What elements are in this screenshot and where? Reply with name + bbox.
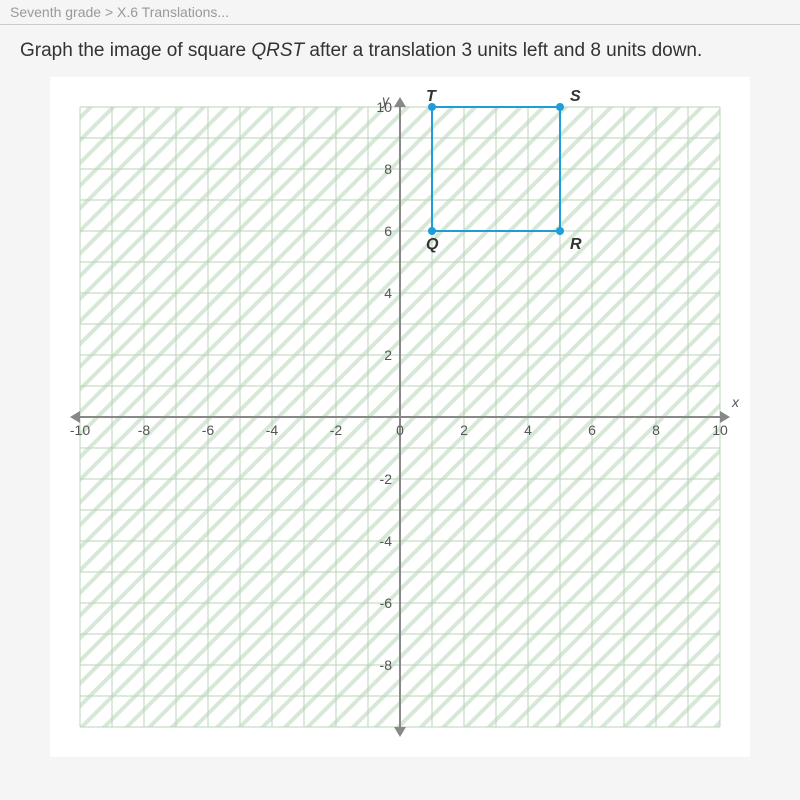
- svg-text:8: 8: [652, 422, 660, 438]
- question-shape: QRST: [251, 40, 304, 61]
- svg-text:2: 2: [460, 422, 468, 438]
- svg-text:2: 2: [384, 347, 392, 363]
- coordinate-grid[interactable]: xy-10-8-6-4-20246810-8-6-4-2246810QRST: [50, 77, 750, 757]
- svg-text:-8: -8: [380, 657, 393, 673]
- content: Graph the image of square QRST after a t…: [0, 25, 800, 772]
- svg-text:-6: -6: [202, 422, 215, 438]
- question-text: Graph the image of square QRST after a t…: [20, 40, 780, 62]
- svg-text:10: 10: [376, 99, 392, 115]
- svg-text:4: 4: [524, 422, 532, 438]
- svg-text:4: 4: [384, 285, 392, 301]
- chart-container: xy-10-8-6-4-20246810-8-6-4-2246810QRST: [20, 77, 780, 757]
- svg-text:x: x: [731, 394, 740, 410]
- svg-text:-4: -4: [266, 422, 279, 438]
- svg-text:T: T: [426, 88, 437, 105]
- svg-text:6: 6: [588, 422, 596, 438]
- svg-text:6: 6: [384, 223, 392, 239]
- svg-text:-10: -10: [70, 422, 90, 438]
- svg-text:10: 10: [712, 422, 728, 438]
- svg-text:R: R: [570, 236, 582, 253]
- question-suffix: after a translation 3 units left and 8 u…: [304, 40, 702, 61]
- question-prefix: Graph the image of square: [20, 40, 251, 61]
- svg-text:S: S: [570, 88, 581, 105]
- svg-text:-2: -2: [380, 471, 393, 487]
- breadcrumb: Seventh grade > X.6 Translations...: [0, 0, 800, 25]
- svg-text:Q: Q: [426, 236, 439, 253]
- svg-text:8: 8: [384, 161, 392, 177]
- svg-text:-6: -6: [380, 595, 393, 611]
- svg-text:-2: -2: [330, 422, 343, 438]
- svg-text:-8: -8: [138, 422, 151, 438]
- svg-text:-4: -4: [380, 533, 393, 549]
- svg-text:0: 0: [396, 422, 404, 438]
